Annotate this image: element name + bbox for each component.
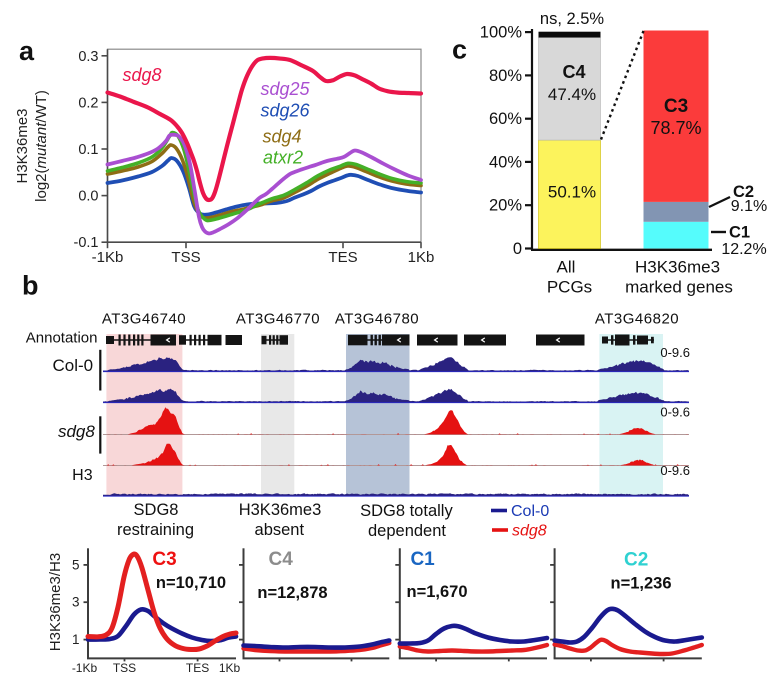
svg-text:a: a — [19, 36, 35, 66]
svg-text:20%: 20% — [489, 197, 522, 215]
svg-text:-1Kb: -1Kb — [72, 661, 98, 675]
svg-text:H3K36me3: H3K36me3 — [14, 108, 31, 183]
svg-text:C3: C3 — [152, 549, 176, 570]
svg-text:AT3G46780: AT3G46780 — [335, 311, 419, 328]
svg-text:restraining: restraining — [117, 521, 194, 539]
svg-text:C2: C2 — [624, 550, 648, 571]
svg-text:AT3G46820: AT3G46820 — [595, 311, 679, 328]
svg-text:0.2: 0.2 — [78, 95, 98, 111]
svg-text:c: c — [452, 35, 467, 65]
svg-text:H3K36me3: H3K36me3 — [239, 501, 322, 519]
svg-text:C4: C4 — [269, 549, 294, 570]
svg-text:SDG8 totally: SDG8 totally — [360, 502, 453, 520]
svg-text:n=10,710: n=10,710 — [156, 574, 226, 592]
svg-text:47.4%: 47.4% — [548, 85, 596, 104]
svg-text:n=1,236: n=1,236 — [610, 575, 671, 593]
svg-text:40%: 40% — [489, 153, 522, 171]
svg-text:C3: C3 — [664, 96, 688, 117]
svg-text:0.0: 0.0 — [78, 189, 98, 205]
svg-text:Col-0: Col-0 — [511, 503, 549, 520]
svg-text:9.1%: 9.1% — [731, 198, 767, 215]
svg-text:H3K36me3: H3K36me3 — [635, 258, 720, 277]
svg-text:50.1%: 50.1% — [548, 183, 596, 202]
svg-text:PCGs: PCGs — [547, 278, 592, 297]
svg-text:C4: C4 — [562, 62, 585, 82]
svg-text:78.7%: 78.7% — [650, 118, 701, 138]
svg-text:Col-0: Col-0 — [52, 356, 93, 375]
svg-text:Annotation: Annotation — [26, 330, 98, 347]
svg-text:H3K36me3/H3: H3K36me3/H3 — [47, 553, 64, 651]
svg-text:TSS: TSS — [171, 249, 200, 266]
svg-text:0-9.6: 0-9.6 — [660, 463, 690, 478]
svg-text:C2: C2 — [733, 183, 754, 201]
svg-text:AT3G46740: AT3G46740 — [102, 311, 186, 328]
svg-text:absent: absent — [255, 521, 305, 539]
svg-text:-0.1: -0.1 — [74, 235, 99, 251]
svg-text:60%: 60% — [489, 110, 522, 128]
svg-text:TSS: TSS — [113, 661, 136, 675]
svg-text:n=1,670: n=1,670 — [406, 583, 467, 601]
svg-text:b: b — [22, 271, 39, 301]
svg-text:C1: C1 — [729, 224, 750, 242]
svg-text:1: 1 — [72, 632, 80, 647]
svg-text:C1: C1 — [410, 549, 435, 570]
svg-text:0.1: 0.1 — [78, 142, 98, 158]
svg-text:sdg8: sdg8 — [58, 422, 95, 441]
svg-text:3: 3 — [72, 595, 80, 610]
svg-text:-1Kb: -1Kb — [92, 249, 124, 266]
svg-text:0-9.6: 0-9.6 — [660, 405, 690, 420]
svg-text:H3: H3 — [72, 467, 93, 484]
svg-text:SDG8: SDG8 — [134, 501, 179, 519]
svg-text:12.2%: 12.2% — [721, 241, 766, 258]
svg-text:marked genes: marked genes — [625, 278, 733, 297]
svg-text:80%: 80% — [489, 67, 522, 85]
svg-text:1Kb: 1Kb — [219, 661, 241, 675]
svg-text:TES: TES — [186, 661, 209, 675]
svg-text:All: All — [557, 258, 576, 277]
svg-text:log2(mutant/WT): log2(mutant/WT) — [33, 90, 50, 202]
svg-text:ns, 2.5%: ns, 2.5% — [540, 10, 605, 28]
svg-text:sdg4: sdg4 — [262, 127, 301, 147]
svg-text:1Kb: 1Kb — [408, 249, 435, 266]
svg-text:n=12,878: n=12,878 — [257, 584, 327, 602]
svg-text:sdg8: sdg8 — [122, 65, 161, 85]
svg-text:0-9.6: 0-9.6 — [660, 345, 690, 360]
svg-text:AT3G46770: AT3G46770 — [236, 311, 320, 328]
svg-text:5: 5 — [72, 557, 80, 572]
svg-text:0.3: 0.3 — [78, 49, 98, 65]
svg-text:sdg26: sdg26 — [260, 101, 310, 121]
svg-text:dependent: dependent — [368, 522, 446, 540]
svg-text:sdg25: sdg25 — [260, 79, 310, 99]
svg-text:100%: 100% — [480, 24, 523, 42]
svg-text:sdg8: sdg8 — [512, 523, 547, 540]
svg-text:TES: TES — [328, 249, 357, 266]
svg-text:0: 0 — [513, 240, 522, 258]
svg-text:atxr2: atxr2 — [263, 148, 303, 168]
